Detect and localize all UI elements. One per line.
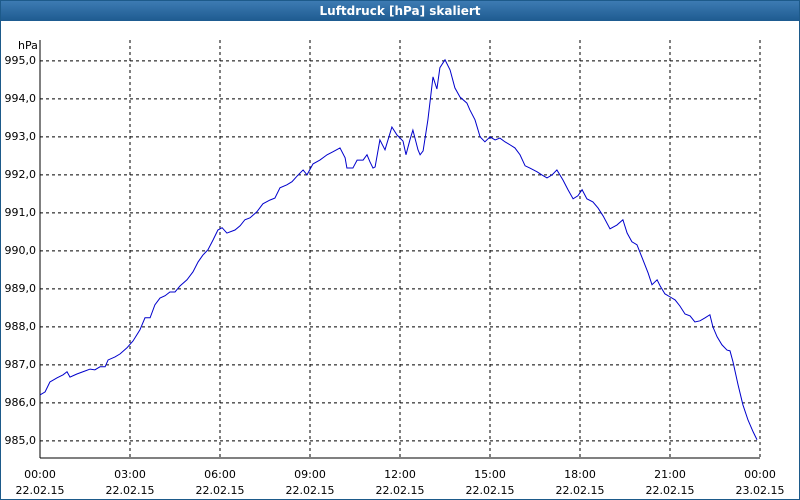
y-tick-label: 995,0 [5,54,37,67]
y-tick-label: 991,0 [5,206,37,219]
y-tick-label: 989,0 [5,282,37,295]
x-tick-label: 15:00 [474,468,506,481]
y-unit-label: hPa [18,39,38,52]
y-tick-label: 992,0 [5,168,37,181]
data-line [39,58,758,440]
x-tick-date: 23.02.15 [736,484,785,497]
y-tick-label: 993,0 [5,130,37,143]
x-tick-label: 09:00 [294,468,326,481]
x-tick-label: 03:00 [114,468,146,481]
x-tick-date: 22.02.15 [556,484,605,497]
x-tick-label: 00:00 [24,468,56,481]
x-tick-date: 22.02.15 [196,484,245,497]
x-tick-label: 12:00 [384,468,416,481]
x-tick-date: 22.02.15 [106,484,155,497]
y-tick-label: 987,0 [5,358,37,371]
x-tick-label: 21:00 [654,468,686,481]
y-tick-label: 986,0 [5,396,37,409]
window-title: Luftdruck [hPa] skaliert [1,1,799,21]
x-tick-label: 06:00 [204,468,236,481]
x-tick-date: 22.02.15 [16,484,65,497]
y-tick-label: 994,0 [5,92,37,105]
x-tick-date: 22.02.15 [286,484,335,497]
y-tick-label: 985,0 [5,434,37,447]
x-tick-label: 00:00 [744,468,776,481]
x-tick-date: 22.02.15 [376,484,425,497]
x-tick-label: 18:00 [564,468,596,481]
y-tick-label: 988,0 [5,320,37,333]
x-tick-date: 22.02.15 [646,484,695,497]
y-tick-label: 990,0 [5,244,37,257]
x-tick-date: 22.02.15 [466,484,515,497]
